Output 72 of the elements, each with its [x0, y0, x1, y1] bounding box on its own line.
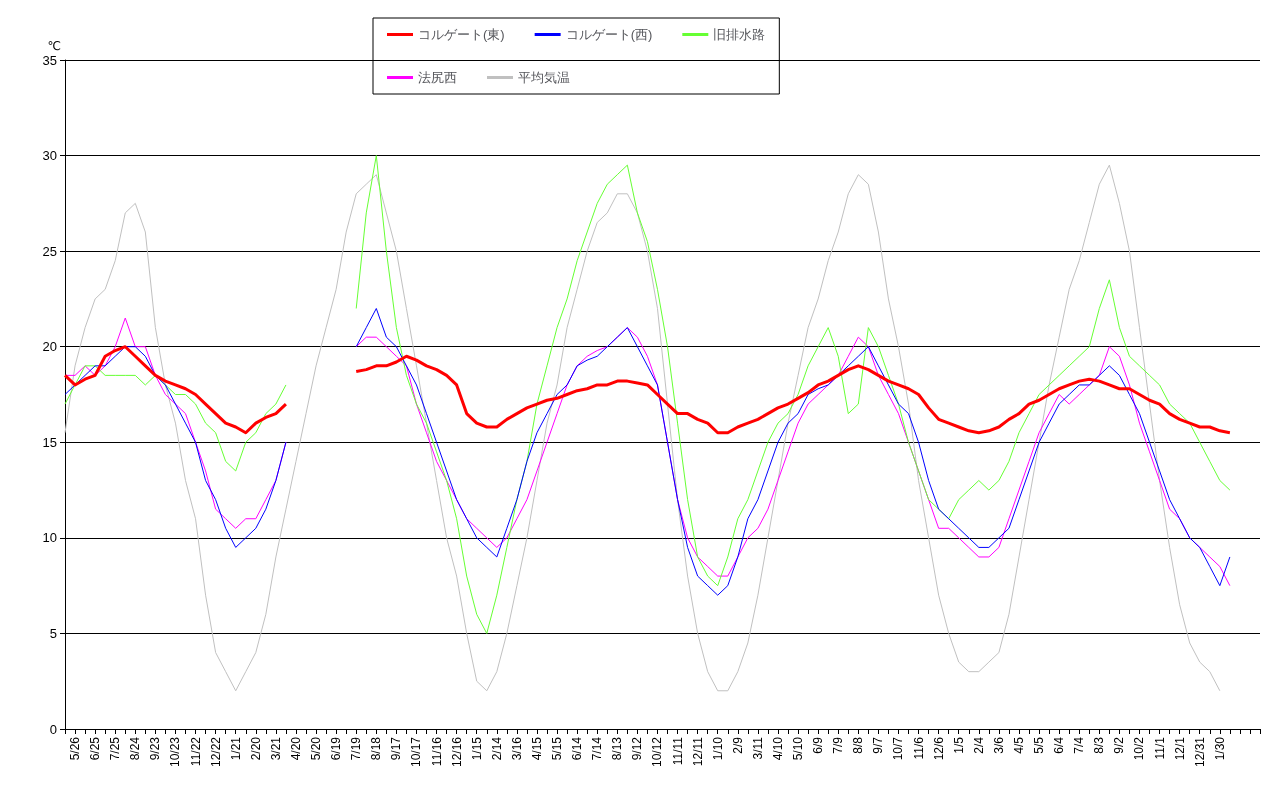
- x-tick-label: 12/16: [449, 736, 464, 768]
- y-tick-label: 35: [42, 52, 57, 68]
- x-tick-label: 8/8: [851, 736, 866, 754]
- x-tick-label: 6/14: [570, 736, 585, 761]
- y-axis-title: ℃: [47, 39, 61, 53]
- legend-label: 旧排水路: [713, 27, 766, 42]
- x-tick-label: 12/22: [208, 736, 223, 768]
- x-tick-label: 8/3: [1092, 736, 1107, 754]
- x-tick-label: 12/1: [1172, 736, 1187, 761]
- x-tick-label: 12/6: [931, 736, 946, 761]
- y-tick-label: 25: [42, 243, 57, 259]
- legend-label: 法尻西: [418, 70, 457, 85]
- x-tick-label: 1/30: [1212, 736, 1227, 761]
- x-tick-label: 7/19: [349, 736, 364, 761]
- x-tick-label: 11/16: [429, 736, 444, 767]
- x-tick-label: 1/10: [710, 736, 725, 761]
- x-tick-label: 7/14: [590, 736, 605, 761]
- x-tick-label: 3/21: [268, 736, 283, 761]
- x-tick-label: 3/11: [750, 736, 765, 760]
- x-tick-label: 12/31: [1192, 736, 1207, 768]
- x-tick-label: 2/14: [489, 736, 504, 761]
- x-tick-label: 2/20: [248, 736, 263, 761]
- x-tick-label: 10/7: [891, 736, 906, 761]
- legend-label: コルゲート(西): [565, 27, 653, 42]
- x-tick-label: 9/12: [630, 736, 645, 761]
- x-tick-label: 7/25: [108, 736, 123, 761]
- x-tick-label: 1/15: [469, 736, 484, 761]
- x-tick-label: 11/11: [670, 736, 685, 766]
- x-tick-label: 2/9: [730, 736, 745, 754]
- x-tick-label: 10/12: [650, 736, 665, 768]
- x-tick-label: 8/13: [610, 736, 625, 761]
- x-tick-label: 11/1: [1152, 736, 1167, 760]
- x-tick-label: 9/2: [1112, 736, 1127, 754]
- x-tick-label: 4/15: [529, 736, 544, 761]
- x-tick-label: 9/7: [871, 736, 886, 754]
- y-tick-label: 30: [42, 148, 57, 164]
- x-tick-label: 1/5: [951, 736, 966, 754]
- x-tick-label: 10/23: [168, 736, 183, 768]
- y-tick-label: 20: [42, 339, 57, 355]
- legend-label: コルゲート(東): [418, 27, 505, 42]
- y-tick-label: 10: [42, 530, 57, 546]
- x-tick-label: 6/9: [811, 736, 826, 754]
- y-tick-label: 5: [49, 625, 57, 641]
- x-tick-label: 5/20: [309, 736, 324, 761]
- x-tick-label: 9/23: [148, 736, 163, 761]
- x-tick-label: 6/4: [1052, 736, 1067, 754]
- x-tick-label: 5/5: [1032, 736, 1047, 754]
- x-tick-label: 4/5: [1011, 736, 1026, 754]
- x-tick-label: 1/21: [228, 736, 243, 761]
- x-tick-label: 7/4: [1072, 736, 1087, 754]
- x-tick-label: 3/16: [509, 736, 524, 761]
- x-tick-label: 2/4: [971, 736, 986, 754]
- x-tick-label: 9/17: [389, 736, 404, 761]
- x-tick-label: 5/26: [68, 736, 83, 761]
- x-tick-label: 3/6: [991, 736, 1006, 754]
- x-tick-label: 10/17: [409, 736, 424, 768]
- x-tick-label: 11/22: [188, 736, 203, 767]
- x-tick-label: 7/9: [831, 736, 846, 754]
- y-tick-label: 15: [42, 434, 57, 450]
- x-tick-label: 4/20: [288, 736, 303, 761]
- x-tick-label: 8/24: [128, 736, 143, 761]
- x-tick-label: 4/10: [770, 736, 785, 761]
- legend-label: 平均気温: [518, 70, 570, 85]
- x-tick-label: 11/6: [911, 736, 926, 760]
- y-tick-label: 0: [49, 721, 57, 737]
- x-tick-label: 10/2: [1132, 736, 1147, 761]
- x-tick-label: 8/18: [369, 736, 384, 761]
- x-tick-label: 5/15: [550, 736, 565, 761]
- x-tick-label: 6/25: [88, 736, 103, 761]
- x-tick-label: 5/10: [791, 736, 806, 761]
- x-tick-label: 12/11: [690, 736, 705, 767]
- x-tick-label: 6/19: [329, 736, 344, 761]
